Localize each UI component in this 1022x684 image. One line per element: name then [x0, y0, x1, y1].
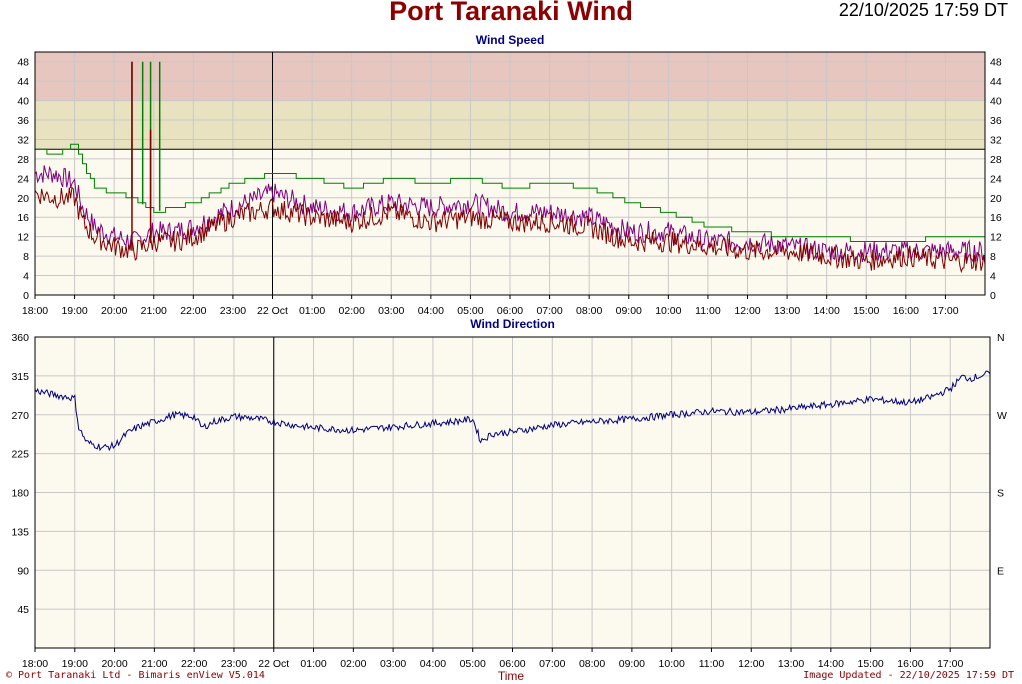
speed-ytick-right: 24	[990, 173, 1002, 185]
footer-copyright: © Port Taranaki Ltd - Bimaris enView V5.…	[6, 670, 265, 681]
direction-xtick: 15:00	[857, 658, 883, 670]
speed-xtick: 18:00	[22, 305, 48, 317]
speed-ytick-right: 0	[990, 290, 996, 302]
direction-ytick-left: 135	[11, 526, 29, 538]
direction-ytick-left: 270	[11, 410, 29, 422]
speed-ytick-right: 16	[990, 212, 1002, 224]
direction-xtick: 22 Oct	[258, 658, 289, 670]
speed-ytick-left: 16	[17, 212, 29, 224]
x-axis-label: Time	[497, 669, 525, 683]
speed-xtick: 10:00	[655, 305, 681, 317]
direction-xtick: 14:00	[818, 658, 844, 670]
speed-xtick: 19:00	[61, 305, 87, 317]
speed-ytick-right: 40	[990, 96, 1002, 108]
speed-ytick-right: 20	[990, 193, 1002, 205]
speed-xtick: 16:00	[893, 305, 919, 317]
page-title: Port Taranaki Wind	[389, 0, 633, 26]
direction-xtick: 07:00	[539, 658, 565, 670]
speed-xtick: 04:00	[418, 305, 444, 317]
speed-ytick-right: 12	[990, 232, 1002, 244]
speed-ytick-left: 28	[17, 154, 29, 166]
direction-xtick: 06:00	[499, 658, 525, 670]
speed-ytick-left: 32	[17, 134, 29, 146]
speed-ytick-right: 28	[990, 154, 1002, 166]
speed-ytick-right: 36	[990, 115, 1002, 127]
direction-xtick: 16:00	[897, 658, 923, 670]
speed-xtick: 12:00	[734, 305, 760, 317]
speed-xtick: 15:00	[853, 305, 879, 317]
direction-ytick-right: W	[997, 410, 1007, 422]
direction-xtick: 08:00	[579, 658, 605, 670]
direction-frame	[34, 336, 991, 649]
direction-ytick-left: 315	[11, 371, 29, 383]
speed-xtick: 11:00	[695, 305, 721, 317]
direction-xtick: 03:00	[380, 658, 406, 670]
direction-ytick-left: 180	[11, 488, 29, 500]
speed-ytick-left: 44	[17, 76, 29, 88]
speed-xtick: 08:00	[576, 305, 602, 317]
speed-xtick: 22 Oct	[257, 305, 288, 317]
direction-ytick-left: 225	[11, 449, 29, 461]
direction-xtick: 19:00	[62, 658, 88, 670]
speed-ytick-left: 4	[23, 271, 29, 283]
direction-xtick: 09:00	[619, 658, 645, 670]
direction-ytick-left: 90	[17, 565, 29, 577]
speed-ytick-left: 40	[17, 96, 29, 108]
direction-xtick: 11:00	[699, 658, 725, 670]
speed-ytick-right: 32	[990, 134, 1002, 146]
direction-xtick: 17:00	[937, 658, 963, 670]
speed-ytick-right: 48	[990, 57, 1002, 69]
speed-ytick-left: 36	[17, 115, 29, 127]
speed-ytick-right: 8	[990, 251, 996, 263]
direction-xtick: 21:00	[141, 658, 167, 670]
direction-ytick-right: N	[997, 332, 1005, 344]
speed-xtick: 23:00	[220, 305, 246, 317]
speed-ytick-left: 0	[23, 290, 29, 302]
speed-ytick-left: 48	[17, 57, 29, 69]
direction-ytick-right: S	[997, 488, 1004, 500]
speed-xtick: 09:00	[616, 305, 642, 317]
speed-xtick: 05:00	[457, 305, 483, 317]
direction-ytick-left: 360	[11, 332, 29, 344]
direction-xtick: 01:00	[300, 658, 326, 670]
direction-ytick-right: E	[997, 565, 1004, 577]
speed-chart-title: Wind Speed	[475, 33, 545, 47]
direction-series-direction	[34, 370, 991, 452]
speed-xtick: 13:00	[774, 305, 800, 317]
direction-xtick: 18:00	[22, 658, 48, 670]
direction-ytick-left: 45	[17, 604, 29, 616]
speed-xtick: 17:00	[932, 305, 958, 317]
direction-chart-title: Wind Direction	[470, 317, 555, 331]
direction-xtick: 05:00	[460, 658, 486, 670]
direction-xtick: 10:00	[659, 658, 685, 670]
footer-updated: Image Updated - 22/10/2025 17:59 DT	[803, 670, 1014, 681]
speed-ytick-left: 8	[23, 251, 29, 263]
direction-xtick: 13:00	[778, 658, 804, 670]
speed-xtick: 01:00	[299, 305, 325, 317]
speed-xtick: 02:00	[339, 305, 365, 317]
speed-xtick: 06:00	[497, 305, 523, 317]
speed-xtick: 21:00	[141, 305, 167, 317]
speed-ytick-left: 20	[17, 193, 29, 205]
speed-series-max	[35, 143, 985, 242]
speed-xtick: 07:00	[536, 305, 562, 317]
direction-xtick: 02:00	[340, 658, 366, 670]
speed-xtick: 03:00	[378, 305, 404, 317]
direction-xtick: 04:00	[420, 658, 446, 670]
speed-ytick-left: 24	[17, 173, 29, 185]
speed-frame	[34, 51, 986, 296]
header-timestamp: 22/10/2025 17:59 DT	[838, 0, 1008, 20]
direction-xtick: 23:00	[221, 658, 247, 670]
speed-xtick: 14:00	[814, 305, 840, 317]
speed-ytick-right: 4	[990, 271, 996, 283]
direction-xtick: 20:00	[101, 658, 127, 670]
speed-ytick-left: 12	[17, 232, 29, 244]
speed-xtick: 20:00	[101, 305, 127, 317]
speed-series-mean	[34, 186, 986, 274]
direction-xtick: 12:00	[738, 658, 764, 670]
direction-xtick: 22:00	[181, 658, 207, 670]
speed-xtick: 22:00	[180, 305, 206, 317]
speed-ytick-right: 44	[990, 76, 1002, 88]
